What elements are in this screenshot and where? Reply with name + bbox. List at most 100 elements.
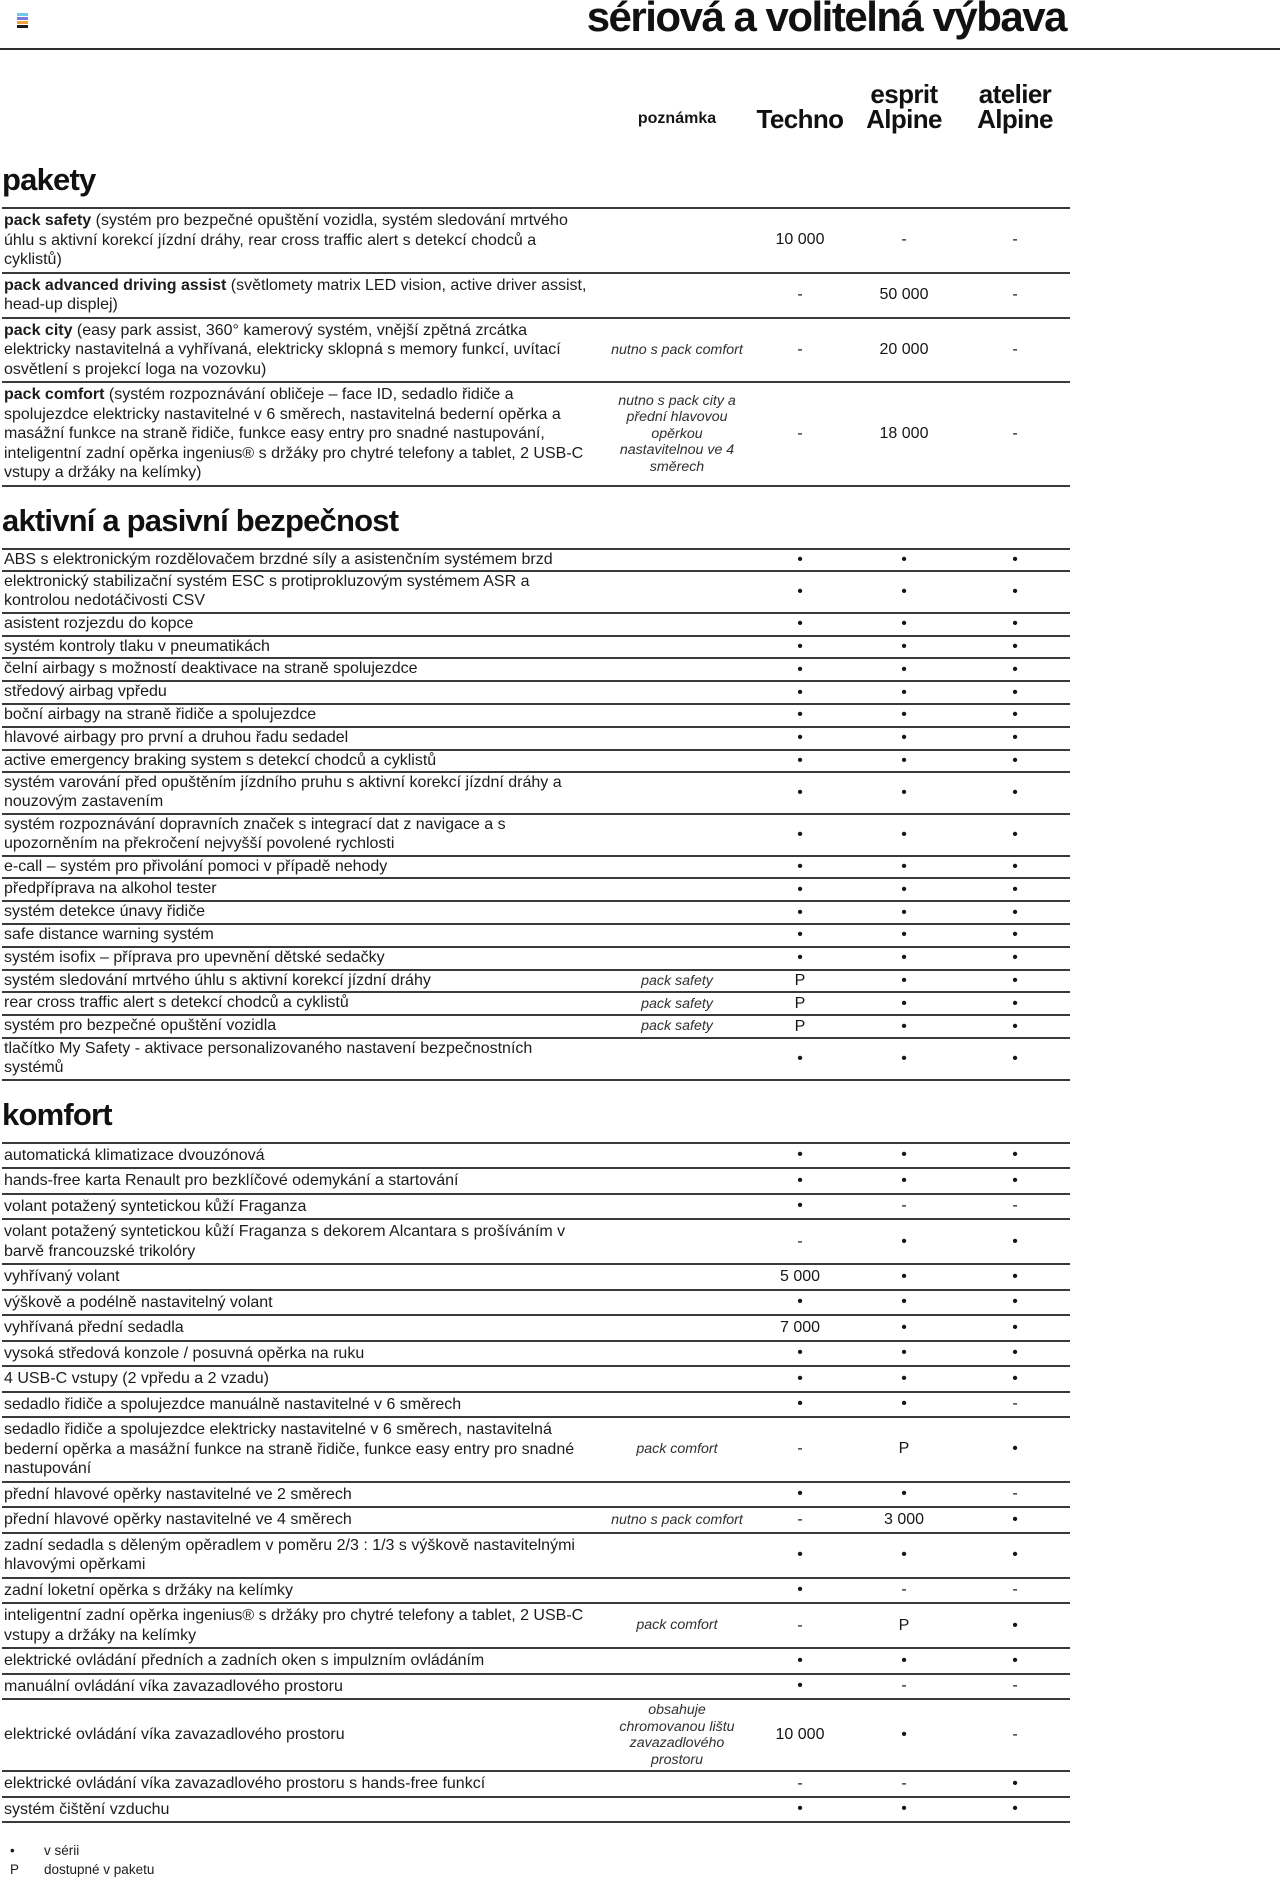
trim-header-esprit-alpine: esprit Alpine bbox=[866, 79, 942, 134]
feature-text: systém pro bezpečné opuštění vozidla bbox=[4, 1017, 277, 1035]
section-body-komfort: automatická klimatizace dvouzónová • • • han… bbox=[2, 1141, 1070, 1824]
feature-cell: inteligentní zadní opěrka ingenius® s dr… bbox=[2, 1604, 602, 1647]
value-cell-techno: 10 000 bbox=[775, 1726, 825, 1744]
feature-cell: rear cross traffic alert s detekcí chodc… bbox=[2, 993, 602, 1014]
value-cell-techno: P bbox=[794, 1017, 806, 1035]
note-cell bbox=[602, 1684, 752, 1688]
feature-text: elektronický stabilizační systém ESC s p… bbox=[4, 573, 530, 610]
value-cell-esprit-alpine: - bbox=[901, 1677, 907, 1695]
feature-cell: systém kontroly tlaku v pneumatikách bbox=[2, 637, 602, 658]
value-cell-esprit-alpine: • bbox=[901, 1651, 907, 1669]
feature-text: výškově a podélně nastavitelný volant bbox=[4, 1293, 273, 1311]
value-cell-esprit-alpine: • bbox=[901, 903, 907, 921]
value-cell-esprit-alpine: • bbox=[901, 1318, 907, 1336]
feature-text: systém rozpoznávání dopravních značek s … bbox=[4, 816, 506, 852]
feature-cell: pack city (easy park assist, 360° kamero… bbox=[2, 319, 602, 382]
feature-text: hands-free karta Renault pro bezklíčové … bbox=[4, 1172, 459, 1190]
feature-cell: systém detekce únavy řidiče bbox=[2, 902, 602, 923]
note-cell bbox=[602, 1402, 752, 1406]
value-cell-atelier-alpine: • bbox=[1012, 1774, 1018, 1792]
value-cell-atelier-alpine: • bbox=[1012, 1440, 1018, 1458]
feature-cell: pack comfort (systém rozpoznávání obliče… bbox=[2, 383, 602, 485]
note-cell bbox=[602, 759, 752, 763]
value-cell-esprit-alpine: • bbox=[901, 825, 907, 843]
table-row: sedadlo řidiče a spolujezdce manuálně na… bbox=[2, 1390, 1070, 1417]
value-cell-esprit-alpine: • bbox=[901, 1267, 907, 1285]
note-cell: nutno s pack comfort bbox=[611, 1511, 743, 1528]
feature-text: ABS s elektronickým rozdělovačem brzdné … bbox=[4, 550, 553, 568]
feature-text: systém detekce únavy řidiče bbox=[4, 903, 205, 921]
feature-cell: přední hlavové opěrky nastavitelné ve 2 … bbox=[2, 1483, 602, 1507]
value-cell-techno: • bbox=[797, 1049, 803, 1067]
feature-text: inteligentní zadní opěrka ingenius® s dr… bbox=[4, 1607, 584, 1644]
value-cell-atelier-alpine: • bbox=[1012, 880, 1018, 898]
feature-text: (systém rozpoznávání obličeje – face ID,… bbox=[4, 386, 584, 481]
value-cell-techno: • bbox=[797, 903, 803, 921]
feature-text: zadní sedadla s děleným opěradlem v pomě… bbox=[4, 1536, 575, 1574]
table-row: vyhřívaný volant 5 000 • • bbox=[2, 1263, 1070, 1289]
value-cell-esprit-alpine: - bbox=[901, 1581, 907, 1599]
legend-standard-symbol: • bbox=[10, 1843, 15, 1859]
value-cell-esprit-alpine: • bbox=[901, 1232, 907, 1250]
value-cell-techno: • bbox=[797, 784, 803, 802]
table-row: active emergency braking system s detekc… bbox=[2, 748, 1070, 772]
feature-cell: vysoká středová konzole / posuvná opěrka… bbox=[2, 1342, 602, 1366]
feature-text: sedadlo řidiče a spolujezdce elektricky … bbox=[4, 1421, 575, 1478]
feature-cell: přední hlavové opěrky nastavitelné ve 4 … bbox=[2, 1508, 602, 1532]
note-cell: nutno s pack city a přední hlavovou opěr… bbox=[618, 392, 736, 475]
table-row: středový airbag vpředu • • • bbox=[2, 680, 1070, 703]
note-cell bbox=[602, 1782, 752, 1786]
top-bar: sériová a volitelná výbava bbox=[0, 0, 1280, 50]
feature-bold-label: pack comfort bbox=[4, 386, 105, 403]
menu-icon-bar-0 bbox=[17, 13, 28, 16]
value-cell-techno: • bbox=[797, 583, 803, 601]
feature-text: automatická klimatizace dvouzónová bbox=[4, 1146, 265, 1164]
feature-text: boční airbagy na straně řidiče a spoluje… bbox=[4, 706, 317, 724]
value-cell-techno: • bbox=[797, 1171, 803, 1189]
table-row: systém isofix – příprava pro upevnění dě… bbox=[2, 945, 1070, 969]
value-cell-esprit-alpine: P bbox=[898, 1440, 910, 1458]
legend-pack-symbol: P bbox=[10, 1862, 20, 1878]
menu-icon-bar-1 bbox=[17, 17, 28, 20]
value-cell-esprit-alpine: • bbox=[901, 1171, 907, 1189]
feature-cell: pack advanced driving assist (světlomety… bbox=[2, 274, 602, 317]
value-cell-techno: • bbox=[797, 1546, 803, 1564]
note-cell bbox=[602, 1492, 752, 1496]
feature-text: tlačítko My Safety - aktivace personaliz… bbox=[4, 1040, 533, 1076]
feature-text: (světlomety matrix LED vision, active dr… bbox=[4, 276, 587, 314]
value-cell-esprit-alpine: • bbox=[901, 660, 907, 678]
table-row: volant potažený syntetickou kůží Fraganz… bbox=[2, 1192, 1070, 1219]
feature-bold-label: pack city bbox=[4, 321, 73, 339]
feature-text: safe distance warning systém bbox=[4, 926, 214, 944]
note-cell bbox=[602, 1240, 752, 1244]
note-cell bbox=[602, 1204, 752, 1208]
feature-cell: boční airbagy na straně řidiče a spoluje… bbox=[2, 705, 602, 726]
trim-header-atelier-alpine: atelier Alpine bbox=[977, 79, 1053, 134]
note-cell bbox=[602, 1659, 752, 1663]
value-cell-atelier-alpine: • bbox=[1012, 660, 1018, 678]
table-row: systém čištění vzduchu • • • bbox=[2, 1795, 1070, 1822]
feature-cell: e-call – systém pro přivolání pomoci v p… bbox=[2, 857, 602, 878]
equipment-page: poznámka Techno esprit Alpine atelier Al… bbox=[0, 50, 1070, 1879]
value-cell-techno: • bbox=[797, 1800, 803, 1818]
value-cell-techno: • bbox=[797, 1581, 803, 1599]
menu-icon[interactable] bbox=[17, 13, 29, 29]
table-row: elektronický stabilizační systém ESC s p… bbox=[2, 570, 1070, 612]
feature-cell: hands-free karta Renault pro bezklíčové … bbox=[2, 1169, 602, 1193]
note-cell: obsahuje chromovanou lištu zavazadlového… bbox=[619, 1702, 735, 1768]
value-cell-atelier-alpine: • bbox=[1012, 583, 1018, 601]
feature-cell: volant potažený syntetickou kůží Fraganz… bbox=[2, 1195, 602, 1219]
value-cell-techno: • bbox=[797, 1197, 803, 1215]
feature-text: elektrické ovládání víka zavazadlového p… bbox=[4, 1726, 345, 1744]
note-cell: pack safety bbox=[641, 972, 713, 989]
page-title: sériová a volitelná výbava bbox=[586, 0, 1068, 40]
feature-cell: středový airbag vpředu bbox=[2, 682, 602, 703]
feature-cell: tlačítko My Safety - aktivace personaliz… bbox=[2, 1039, 602, 1079]
feature-text: systém isofix – příprava pro upevnění dě… bbox=[4, 948, 385, 966]
value-cell-atelier-alpine: • bbox=[1012, 683, 1018, 701]
value-cell-atelier-alpine: • bbox=[1012, 1293, 1018, 1311]
value-cell-atelier-alpine: • bbox=[1012, 1318, 1018, 1336]
table-row: elektrické ovládání víka zavazadlového p… bbox=[2, 1698, 1070, 1770]
feature-cell: active emergency braking system s detekc… bbox=[2, 751, 602, 772]
legend-item-standard: • v sérii bbox=[2, 1841, 1070, 1860]
